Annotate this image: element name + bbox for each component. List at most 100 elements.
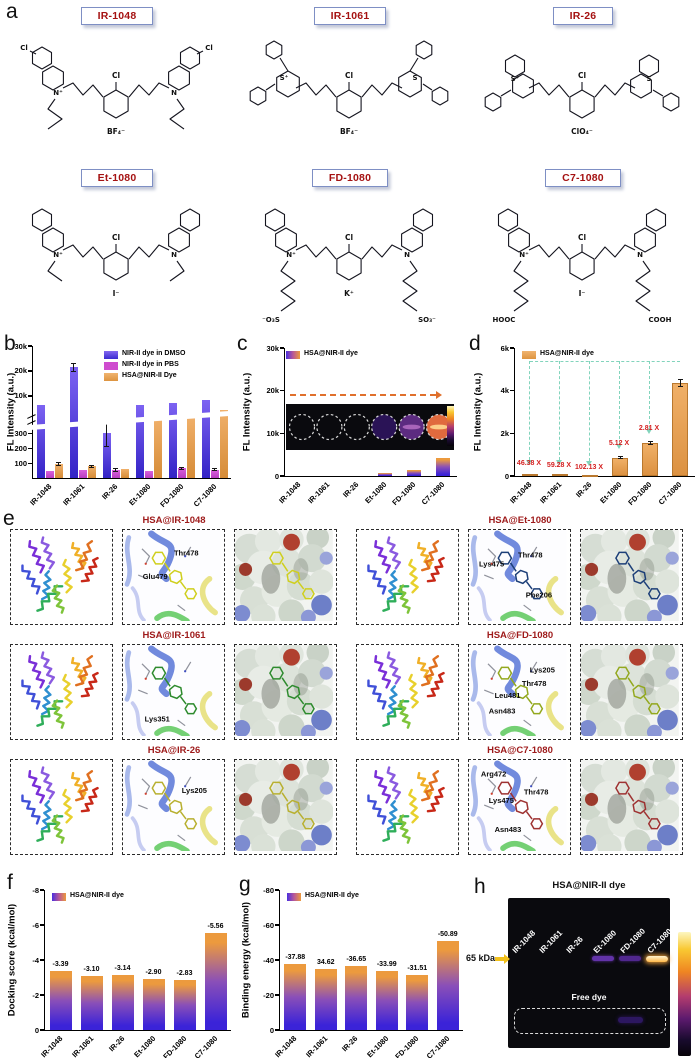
- structure-drawing-ir1061: Cl BF₄⁻ S⁺ S: [249, 40, 449, 136]
- surface-red-patch: [584, 562, 599, 576]
- y-tick-label: 20k: [14, 366, 27, 376]
- y-tick-label: -40: [263, 955, 274, 965]
- surface-svg: [575, 756, 680, 859]
- surface-blob: [624, 714, 651, 741]
- ribbon-strand: [476, 586, 492, 622]
- left-n-label: N⁺: [519, 251, 529, 259]
- surface-blue-patch: [665, 551, 679, 565]
- binding-site-box: Thr478 Glu479: [122, 529, 225, 625]
- legend-label: NIR-II dye in DMSO: [122, 350, 186, 357]
- surface-blob: [254, 528, 282, 555]
- right-ring-system: [168, 46, 201, 91]
- ligand-sticks: [615, 666, 661, 715]
- protein-helix: [426, 671, 445, 698]
- protein-helix: [21, 564, 41, 595]
- surface-blob: [309, 684, 334, 709]
- ribbon-helix-blue: [494, 530, 521, 583]
- error-bar-cap: [56, 464, 61, 466]
- plot-area: [514, 348, 695, 478]
- surface-blue-patch: [657, 709, 678, 731]
- bar-value-label: -50.89: [437, 930, 458, 938]
- surface-blob: [246, 665, 281, 700]
- bar-value-label: -31.51: [407, 964, 428, 972]
- central-ring: [336, 251, 362, 281]
- docking-group-title: HSA@C7-1080: [487, 745, 553, 756]
- residue-stick: [523, 834, 532, 842]
- central-ring: [103, 251, 129, 281]
- ligand-sticks: [615, 781, 661, 830]
- y-tick-label: -4: [32, 955, 39, 965]
- residue-stick: [138, 689, 148, 695]
- surface-blob: [652, 526, 676, 549]
- bar: [111, 469, 120, 478]
- protein-helix: [408, 673, 419, 709]
- surface-blob: [607, 690, 640, 722]
- protein-helix: [62, 673, 73, 709]
- fold-annotation: 2.81 X: [638, 424, 660, 432]
- ligand-sticks: [151, 666, 198, 715]
- ribbon-strand: [130, 586, 146, 622]
- residue-label: Thr478: [522, 679, 547, 688]
- bar: [349, 475, 364, 476]
- counterion-label: I⁻: [579, 289, 586, 298]
- stick-nitrogen: [530, 670, 533, 673]
- y-tick-mark: [275, 889, 279, 891]
- residue-label: Arg472: [481, 769, 506, 778]
- well-circle: [343, 413, 370, 441]
- residue-stick: [141, 548, 151, 565]
- bar: [177, 468, 186, 478]
- dye-name: IR-1048: [97, 10, 137, 22]
- stick-oxygen: [490, 792, 493, 795]
- panel-letter-e: e: [3, 507, 15, 530]
- pocket-shadow: [639, 673, 655, 696]
- y-tick-mark: [28, 370, 32, 372]
- ribbon-strand: [124, 535, 132, 587]
- surface-red-patch: [283, 648, 300, 666]
- protein-helix: [80, 556, 99, 583]
- reference-drop-line: [529, 360, 531, 460]
- surface-blob: [298, 544, 327, 573]
- residue-label: Lys475: [489, 796, 514, 805]
- ribbon-helix-yellow: [199, 690, 218, 731]
- gel-title: HSA@NIR-II dye: [552, 880, 626, 891]
- central-cl-label: Cl: [578, 233, 586, 242]
- binding-site-svg: Lys475 Thr478 Phe206: [469, 530, 567, 624]
- ribbon-strand: [470, 650, 478, 702]
- surface-blob: [306, 526, 330, 549]
- surface-blue-patch: [665, 781, 679, 795]
- counterion-label: I⁻: [113, 289, 120, 298]
- protein-helix: [386, 536, 402, 570]
- right-phenyl: [652, 89, 680, 112]
- y-tick-mark: [275, 994, 279, 996]
- y-tick-label: -60: [263, 920, 274, 930]
- dye-card-ir26: IR-26 Cl ClO₄⁻ S⁺ S: [477, 6, 689, 146]
- surface-svg: [229, 641, 334, 744]
- well-circle: [371, 413, 398, 441]
- surface-blob: [644, 774, 673, 803]
- bar: [87, 466, 96, 478]
- left-tail-group: ⁻O₃S: [262, 316, 280, 324]
- free-dye-region: [514, 1008, 666, 1034]
- surface-pocket-box: [575, 526, 683, 629]
- ribbon-strand: [476, 701, 492, 737]
- reference-dashed-line: [530, 360, 680, 362]
- error-bar-cap: [179, 466, 184, 468]
- y-tick-mark: [275, 924, 279, 926]
- residue-label: Glu479: [143, 572, 168, 581]
- bar: [142, 979, 165, 1030]
- left-s-label: S⁺: [511, 75, 520, 83]
- surface-blob: [261, 690, 294, 722]
- residue-stick: [141, 663, 151, 680]
- y-tick-mark: [510, 390, 514, 392]
- surface-pocket-box: [229, 641, 337, 744]
- error-bar-cap: [647, 443, 653, 445]
- well-streak: [430, 424, 448, 430]
- fold-annotation: 5.12 X: [608, 439, 630, 447]
- surface-blob: [298, 659, 327, 688]
- protein-helix: [374, 770, 391, 804]
- dye-card-fd1080: FD-1080 Cl K⁺ N⁺ N ⁻O₃S SO₃⁻: [244, 168, 456, 336]
- left-ring-system: [264, 208, 297, 253]
- protein-ribbon-svg: [357, 760, 455, 851]
- pocket-shadow: [293, 788, 309, 811]
- docking-group-title: HSA@IR-1048: [142, 515, 206, 526]
